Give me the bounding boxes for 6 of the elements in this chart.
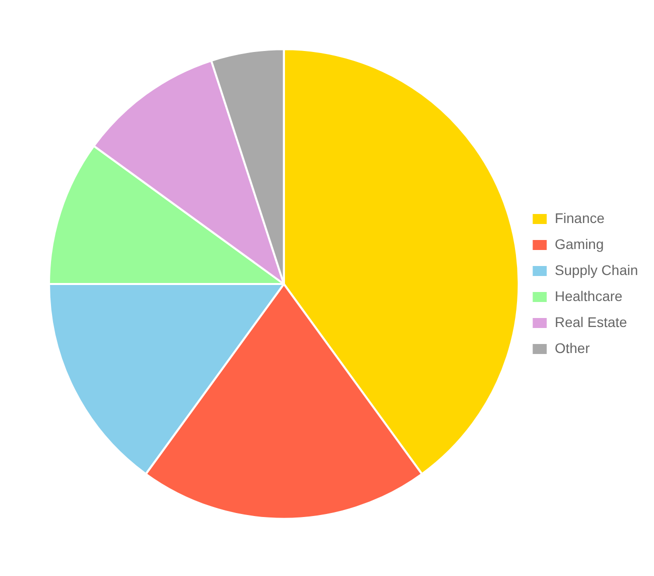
legend-label: Gaming bbox=[554, 236, 604, 252]
legend-label: Other bbox=[554, 340, 590, 356]
legend-label: Finance bbox=[554, 210, 605, 226]
legend-label: Supply Chain bbox=[554, 262, 638, 278]
legend-label: Healthcare bbox=[554, 288, 623, 304]
legend-label: Real Estate bbox=[554, 314, 628, 330]
